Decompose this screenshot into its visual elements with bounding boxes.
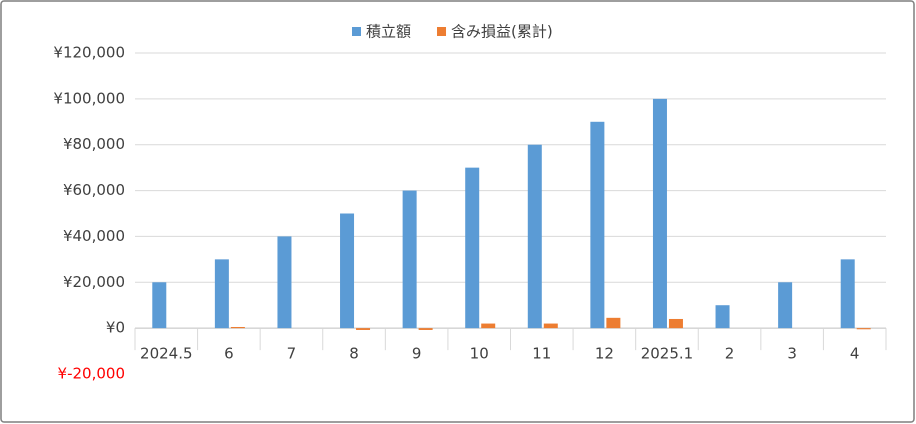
y-tick-label: ¥20,000 [63, 273, 125, 291]
y-tick-label: ¥-20,000 [58, 365, 125, 383]
y-tick-label: ¥0 [106, 319, 125, 337]
bar [856, 328, 871, 330]
bar [418, 328, 433, 330]
x-tick-label: 11 [532, 345, 551, 363]
x-tick-label: 8 [349, 345, 359, 363]
x-tick-label: 3 [787, 345, 797, 363]
bar [402, 190, 417, 329]
y-tick-label: ¥80,000 [63, 135, 125, 153]
x-tick-label: 12 [595, 345, 614, 363]
x-tick-label: 10 [470, 345, 489, 363]
x-tick-label: 6 [224, 345, 234, 363]
bar [214, 259, 229, 329]
bar [590, 121, 605, 329]
bar [277, 236, 292, 329]
x-tick-label: 2025.1 [641, 345, 694, 363]
bar [668, 318, 683, 329]
bar [652, 98, 667, 329]
x-tick-label: 2024.5 [140, 345, 193, 363]
x-tick-label: 9 [412, 345, 422, 363]
bar [606, 317, 621, 329]
legend-swatch [352, 27, 361, 36]
bar [465, 167, 480, 329]
bar [543, 323, 558, 329]
bar [152, 282, 167, 329]
y-tick-label: ¥40,000 [63, 227, 125, 245]
bar [356, 328, 371, 330]
bar [340, 213, 355, 329]
bar [778, 282, 793, 329]
y-tick-label: ¥100,000 [53, 89, 125, 107]
x-tick-label: 4 [850, 345, 860, 363]
legend-label: 含み損益(累計) [451, 23, 553, 41]
bar [527, 144, 542, 329]
bar [840, 259, 855, 329]
x-tick-label: 2 [725, 345, 735, 363]
bar [715, 305, 730, 329]
y-tick-label: ¥120,000 [53, 44, 125, 62]
y-tick-label: ¥60,000 [63, 181, 125, 199]
bar [230, 326, 245, 329]
x-tick-label: 7 [287, 345, 297, 363]
legend-swatch [437, 27, 447, 36]
legend-label: 積立額 [366, 23, 411, 41]
bar [481, 323, 496, 329]
